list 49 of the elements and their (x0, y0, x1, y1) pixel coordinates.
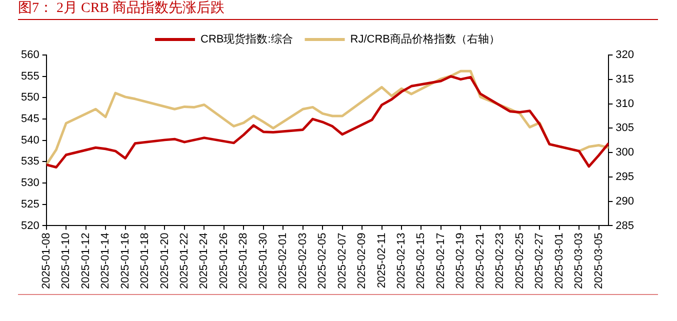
x-tick-label: 2025-03-03 (573, 232, 586, 290)
y-tick-label: 530 (20, 177, 40, 190)
x-tick-label: 2025-01-16 (119, 232, 132, 290)
y-tick-label: 520 (20, 220, 40, 232)
y-tick-label: 550 (20, 92, 40, 104)
y-tick-label: 560 (20, 49, 40, 62)
x-tick-label: 2025-03-05 (592, 232, 605, 290)
x-tick-label: 2025-01-28 (238, 232, 250, 290)
x-tick-label: 2025-02-13 (396, 232, 408, 290)
x-tick-label: 2025-02-19 (454, 232, 467, 290)
y-tick-label: 555 (20, 70, 40, 82)
y-tick-label: 540 (20, 134, 40, 146)
x-tick-label: 2025-02-07 (336, 232, 348, 290)
x-tick-label: 2025-02-15 (415, 232, 428, 290)
x-tick-label: 2025-02-21 (474, 232, 486, 290)
y-tick-label: 525 (20, 198, 40, 210)
x-tick-label: 2025-02-05 (316, 232, 329, 290)
x-tick-label: 2025-02-25 (514, 232, 526, 290)
y2-tick-label: 315 (616, 73, 634, 86)
y2-tick-label: 310 (616, 98, 634, 110)
legend-label: RJ/CRB商品价格指数（右轴） (350, 32, 500, 46)
x-tick-label: 2025-01-18 (139, 232, 152, 290)
x-tick-label: 2025-02-03 (296, 232, 309, 290)
y2-tick-label: 285 (616, 220, 634, 232)
chart-title: 图7： 2月 CRB 商品指数先涨后跌 (18, 0, 658, 20)
x-tick-label: 2025-02-11 (376, 232, 388, 288)
x-tick-label: 2025-01-14 (100, 232, 112, 290)
x-tick-label: 2025-01-22 (178, 232, 190, 290)
x-tick-label: 2025-01-08 (40, 232, 52, 290)
legend-label: CRB现货指数:综合 (200, 32, 293, 46)
x-tick-label: 2025-01-10 (60, 232, 72, 290)
x-tick-label: 2025-01-30 (257, 232, 270, 290)
y2-tick-label: 305 (616, 122, 634, 134)
y2-tick-label: 295 (616, 170, 634, 183)
y2-tick-label: 320 (616, 49, 634, 62)
x-tick-label: 2025-02-27 (534, 232, 546, 290)
y-tick-label: 545 (20, 113, 40, 126)
y-tick-label: 535 (20, 156, 40, 168)
x-tick-label: 2025-02-23 (494, 232, 506, 290)
x-tick-label: 2025-02-09 (356, 232, 368, 290)
x-tick-label: 2025-01-20 (158, 232, 171, 290)
x-tick-label: 2025-01-24 (198, 232, 210, 290)
x-tick-label: 2025-01-26 (218, 232, 230, 290)
y2-tick-label: 300 (616, 146, 634, 159)
y2-tick-label: 290 (616, 195, 634, 208)
x-tick-label: 2025-03-01 (553, 232, 566, 290)
x-tick-label: 2025-01-12 (80, 232, 92, 290)
x-tick-label: 2025-02-01 (277, 232, 290, 290)
x-tick-label: 2025-02-17 (434, 232, 447, 290)
